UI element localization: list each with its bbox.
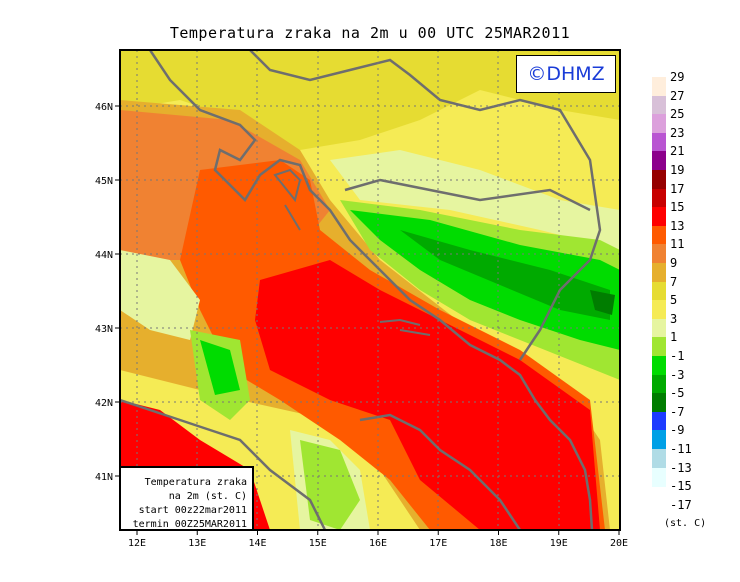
dhmz-logo: ©DHMZ [516, 55, 616, 93]
lon-tick-label: 15E [309, 538, 327, 549]
legend-swatch [652, 449, 666, 469]
info-line: na 2m (st. C) [168, 491, 247, 502]
legend-label: 29 [670, 70, 685, 84]
legend-swatch [652, 77, 666, 97]
legend-swatch [652, 374, 666, 394]
field-minus3-minus1 [200, 210, 620, 395]
lon-tick-label: 19E [550, 538, 568, 549]
lat-tick-label: 45N [95, 176, 113, 187]
legend-swatch [652, 188, 666, 208]
legend-label: 17 [670, 181, 685, 196]
legend-swatch [652, 411, 666, 431]
border [249, 50, 602, 361]
legend-label: -13 [670, 460, 692, 475]
legend-swatch [652, 318, 666, 338]
legend-swatch [652, 430, 666, 450]
map-title: Temperatura zraka na 2m u 00 UTC 25MAR20… [169, 24, 571, 42]
legend-swatch [652, 356, 666, 376]
legend-swatch [652, 170, 666, 190]
lat-tick-label: 42N [95, 398, 113, 409]
legend-label: 23 [670, 125, 685, 140]
legend-label: -15 [670, 479, 692, 494]
legend-swatch [652, 393, 666, 413]
legend-label: 15 [670, 200, 685, 215]
field-minus7-minus5 [590, 290, 615, 315]
field-5-7 [120, 50, 620, 150]
info-box: Temperatura zraka na 2m (st. C) start 00… [121, 466, 254, 530]
legend-label: -5 [670, 386, 685, 401]
legend-swatch [652, 151, 666, 171]
lon-axis: 12E 13E 14E 15E 16E 17E 18E 19E 20E [128, 530, 628, 549]
legend-swatch [652, 114, 666, 134]
border-inner [344, 178, 591, 212]
lon-tick-label: 14E [248, 538, 266, 549]
lon-tick-label: 18E [489, 538, 507, 549]
legend-label: 9 [670, 256, 678, 270]
legend-label: -17 [670, 497, 692, 512]
legend-swatch [652, 225, 666, 245]
legend-unit: (st. C) [664, 518, 707, 529]
legend-label: -11 [670, 442, 692, 456]
lon-tick-label: 17E [429, 538, 447, 549]
info-line: start 00z22mar2011 [138, 505, 247, 516]
legend-swatch [652, 95, 666, 115]
info-line: Temperatura zraka [144, 477, 247, 488]
legend-label: 21 [670, 144, 685, 159]
legend-swatch [652, 337, 666, 357]
coastline [148, 50, 594, 530]
legend-swatch [652, 244, 666, 264]
legend-swatch [652, 300, 666, 320]
lon-tick-label: 16E [369, 538, 387, 549]
lat-tick-label: 41N [95, 472, 113, 483]
legend-label: 11 [670, 237, 685, 252]
lat-tick-label: 44N [95, 250, 113, 261]
field-13-15 [255, 260, 600, 530]
lon-tick-label: 13E [188, 538, 206, 549]
legend-swatch [652, 132, 666, 152]
legend-label: 13 [670, 218, 685, 233]
coastline-italy [120, 398, 327, 530]
legend-label: -1 [670, 349, 685, 363]
lon-tick-label: 12E [128, 538, 146, 549]
coastline-gargano [359, 413, 522, 530]
legend-label: 3 [670, 311, 678, 326]
grid [120, 50, 620, 530]
legend-swatch [652, 281, 666, 301]
legend-label: 19 [670, 163, 685, 177]
legend-swatch [652, 467, 666, 487]
info-line: termin 00Z25MAR2011 [132, 519, 247, 530]
legend-label: 7 [670, 274, 678, 289]
legend-label: 25 [670, 107, 685, 122]
legend-swatch [652, 207, 666, 227]
map-frame [119, 49, 621, 531]
legend-label: -9 [670, 423, 685, 438]
legend-label: 5 [670, 293, 678, 308]
lat-axis: 46N 45N 44N 43N 42N 41N [95, 102, 120, 483]
legend-label: 1 [670, 330, 678, 345]
lat-tick-label: 43N [95, 324, 113, 335]
lat-tick-label: 46N [95, 102, 113, 113]
legend-label: -3 [670, 367, 685, 382]
lon-tick-label: 20E [610, 538, 628, 549]
legend-label: 27 [670, 88, 685, 103]
legend-label: -7 [670, 404, 685, 419]
legend-swatch [652, 263, 666, 283]
